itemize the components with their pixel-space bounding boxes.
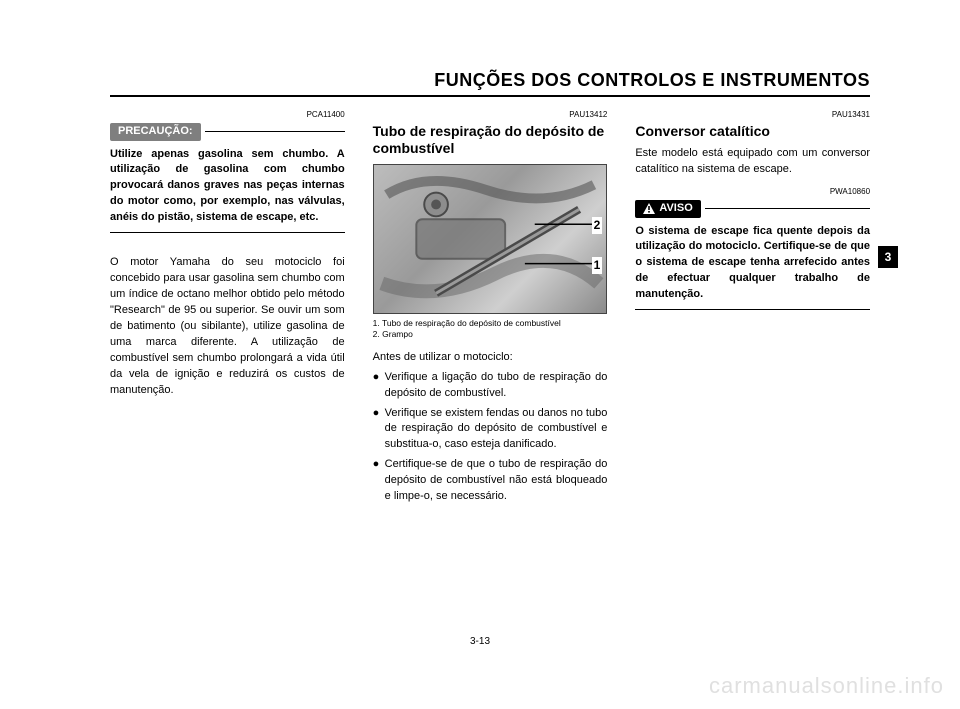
warning-triangle-icon <box>643 203 655 214</box>
intro-paragraph: Este modelo está equipado com um convers… <box>635 146 870 178</box>
list-item: ●Verifique se existem fendas ou danos no… <box>373 406 608 454</box>
ref-code: PWA10860 <box>635 186 870 198</box>
list-item: ●Verifique a ligação do tubo de respiraç… <box>373 370 608 402</box>
caution-rule <box>205 131 345 132</box>
section-title: Conversor catalítico <box>635 123 870 141</box>
figure-callout-1: 1 <box>592 257 603 274</box>
bullet-icon: ● <box>373 406 385 454</box>
chapter-tab: 3 <box>878 246 898 268</box>
column-3: PAU13431 Conversor catalítico Este model… <box>635 109 870 509</box>
content-columns: PCA11400 PRECAUÇÃO: Utilize apenas gasol… <box>110 109 870 509</box>
intro-text: Antes de utilizar o motociclo: <box>373 350 608 366</box>
page-number: 3-13 <box>0 636 960 647</box>
section-title: Tubo de respiração do depósito de combus… <box>373 123 608 158</box>
figure-svg <box>374 165 607 313</box>
list-item-text: Verifique a ligação do tubo de respiraçã… <box>385 370 608 402</box>
watermark: carmanualsonline.info <box>709 673 944 699</box>
list-item-text: Verifique se existem fendas ou danos no … <box>385 406 608 454</box>
column-1: PCA11400 PRECAUÇÃO: Utilize apenas gasol… <box>110 109 345 509</box>
warning-rule <box>705 208 870 209</box>
body-paragraph: O motor Yamaha do seu motociclo foi conc… <box>110 255 345 398</box>
warning-header: AVISO <box>635 200 870 218</box>
caution-end-rule <box>110 232 345 233</box>
figure-caption-line-2: 2. Grampo <box>373 329 608 340</box>
bullet-icon: ● <box>373 457 385 505</box>
ref-code: PAU13412 <box>373 109 608 121</box>
bullet-list: ●Verifique a ligação do tubo de respiraç… <box>373 370 608 506</box>
manual-page: FUNÇÕES DOS CONTROLOS E INSTRUMENTOS PCA… <box>0 0 960 709</box>
figure-caption-line-1: 1. Tubo de respiração do depósito de com… <box>373 318 608 329</box>
warning-end-rule <box>635 309 870 310</box>
list-item-text: Certifique-se de que o tubo de respiraçã… <box>385 457 608 505</box>
spacer <box>110 245 345 255</box>
figure-caption: 1. Tubo de respiração do depósito de com… <box>373 318 608 340</box>
header-rule <box>110 95 870 97</box>
caution-text: Utilize apenas gasolina sem chumbo. A ut… <box>110 147 345 227</box>
ref-code: PAU13431 <box>635 109 870 121</box>
figure-breather-hose: 2 1 <box>373 164 608 314</box>
warning-badge: AVISO <box>635 200 700 218</box>
bullet-icon: ● <box>373 370 385 402</box>
warning-text: O sistema de escape fica quente depois d… <box>635 224 870 304</box>
caution-header: PRECAUÇÃO: <box>110 123 345 141</box>
column-2: PAU13412 Tubo de respiração do depósito … <box>373 109 608 509</box>
list-item: ●Certifique-se de que o tubo de respiraç… <box>373 457 608 505</box>
page-header-title: FUNÇÕES DOS CONTROLOS E INSTRUMENTOS <box>110 70 870 91</box>
warning-label: AVISO <box>659 201 692 217</box>
figure-callout-2: 2 <box>592 217 603 234</box>
caution-badge: PRECAUÇÃO: <box>110 123 201 141</box>
ref-code: PCA11400 <box>110 109 345 121</box>
